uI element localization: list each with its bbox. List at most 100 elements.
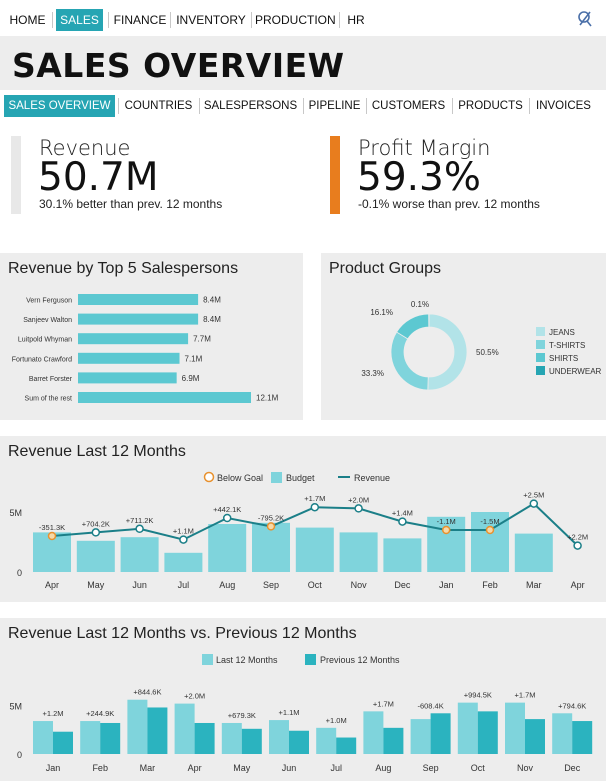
legend-label: SHIRTS	[549, 354, 578, 363]
data-label: +244.9K	[86, 709, 114, 718]
data-label: 16.1%	[370, 308, 393, 317]
data-label: 12.1M	[256, 394, 279, 403]
x-tick-label: Oct	[471, 763, 486, 773]
bar	[552, 713, 573, 754]
top-tab-production[interactable]: PRODUCTION	[255, 13, 336, 27]
data-label: 6.9M	[182, 374, 200, 383]
data-label: 50.5%	[476, 348, 499, 357]
x-tick-label: Feb	[92, 763, 108, 773]
bar	[477, 711, 498, 754]
category-label: Luitpold Whyman	[18, 337, 72, 344]
subtab-invoices[interactable]: INVOICES	[536, 100, 591, 112]
top-tab-inventory[interactable]: INVENTORY	[176, 13, 246, 27]
x-tick-label: Sep	[263, 580, 279, 590]
x-tick-label: Apr	[45, 580, 59, 590]
salespersons-chart: Vern Ferguson 8.4M Sanjeev Walton 8.4M Luitp…	[12, 294, 279, 403]
bar	[78, 392, 251, 403]
pie-slice	[396, 313, 430, 340]
x-tick-label: Oct	[308, 580, 323, 590]
kpi-change: -0.1% worse than prev. 12 months	[358, 197, 540, 211]
top-tab-finance[interactable]: FINANCE	[113, 13, 167, 27]
y-tick-label: 0	[17, 568, 22, 578]
point	[47, 531, 57, 541]
legend-label: Last 12 Months	[216, 655, 278, 665]
kpi-label: Profit Margin	[358, 136, 491, 160]
pie-slice	[427, 313, 468, 391]
data-label: 7.1M	[185, 354, 203, 363]
subtab-products[interactable]: PRODUCTS	[458, 100, 523, 112]
legend-swatch	[536, 366, 545, 375]
data-label: +1.2M	[42, 709, 63, 718]
kpi-revenue: Revenue 50.7M 30.1% better than prev. 12…	[11, 136, 301, 214]
page-title: SALES OVERVIEW	[12, 46, 345, 85]
point	[310, 502, 320, 512]
y-tick-label: 5M	[9, 702, 22, 712]
data-label: +1.7M	[304, 494, 325, 503]
revenue-12m-chart: Below Goal Budget Revenue 0 5M -351.3K +704.2K…	[9, 471, 588, 590]
bar	[164, 552, 203, 572]
data-label: +2.2M	[567, 533, 588, 542]
subtab-salespersons[interactable]: SALESPERSONS	[203, 100, 298, 112]
category-label: Sanjeev Walton	[23, 317, 72, 324]
data-label: +1.1M	[173, 527, 194, 536]
legend-swatch	[536, 327, 545, 336]
x-tick-label: Apr	[188, 763, 202, 773]
subtab-pipeline[interactable]: PIPELINE	[308, 100, 361, 112]
data-label: +704.2K	[82, 519, 110, 528]
x-tick-label: Nov	[351, 580, 368, 590]
divider	[339, 12, 340, 28]
panel-product-groups: Product Groups 50.5% 33.3% 16.1% 0.1% JEANS T…	[321, 253, 606, 420]
data-label: 0.1%	[411, 300, 429, 309]
x-tick-label: Feb	[482, 580, 498, 590]
divider	[118, 98, 119, 114]
legend-label: Below Goal	[217, 473, 263, 483]
subtab-customers[interactable]: CUSTOMERS	[371, 100, 446, 112]
x-tick-label: Mar	[526, 580, 542, 590]
divider	[199, 98, 200, 114]
kpi-value: 50.7M	[38, 155, 159, 200]
kpi-accent-bar	[330, 136, 340, 214]
top-tab-home[interactable]: HOME	[9, 13, 46, 27]
legend-label: Budget	[286, 473, 315, 483]
chart-title: Revenue Last 12 Months vs. Previous 12 M…	[8, 625, 357, 642]
subtab-sales-overview[interactable]: SALES OVERVIEW	[4, 95, 115, 117]
data-label: +1.1M	[278, 708, 299, 717]
legend-label: T-SHIRTS	[549, 341, 585, 350]
bar	[383, 538, 422, 572]
bar	[78, 313, 199, 325]
legend-label: UNDERWEAR	[549, 367, 602, 376]
legend-marker	[203, 471, 215, 483]
divider	[251, 12, 252, 28]
top-tab-hr[interactable]: HR	[347, 13, 365, 27]
point	[91, 528, 101, 537]
bar	[269, 720, 289, 754]
point	[354, 504, 363, 513]
data-label: +679.3K	[228, 711, 256, 720]
bar	[221, 722, 242, 754]
x-tick-label: Jul	[178, 580, 190, 590]
kpi-profit-margin: Profit Margin 59.3% -0.1% worse than pre…	[330, 136, 600, 214]
legend-label: Previous 12 Months	[320, 655, 400, 665]
data-label: +2.0M	[184, 692, 205, 701]
divider	[366, 98, 367, 114]
data-label: +442.1K	[213, 505, 241, 514]
data-label: +794.6K	[558, 701, 586, 710]
kpi-change: 30.1% better than prev. 12 months	[39, 197, 223, 211]
divider	[303, 98, 304, 114]
bar	[289, 730, 309, 754]
data-label: 8.4M	[203, 315, 221, 324]
bar	[208, 524, 247, 572]
divider	[52, 12, 53, 28]
telescope-icon[interactable]	[576, 10, 594, 28]
data-label: 8.4M	[203, 296, 221, 305]
point	[266, 522, 276, 531]
panel-revenue-vs-prev: Revenue Last 12 Months vs. Previous 12 M…	[0, 618, 606, 781]
bar	[241, 728, 262, 754]
subtab-countries[interactable]: COUNTRIES	[124, 100, 193, 112]
bar	[78, 372, 177, 384]
legend-label: JEANS	[549, 328, 575, 337]
top-tab-sales[interactable]: SALES	[56, 9, 103, 31]
legend-swatch	[305, 654, 316, 665]
category-label: Fortunato Crawford	[12, 356, 72, 363]
bar	[336, 737, 357, 754]
